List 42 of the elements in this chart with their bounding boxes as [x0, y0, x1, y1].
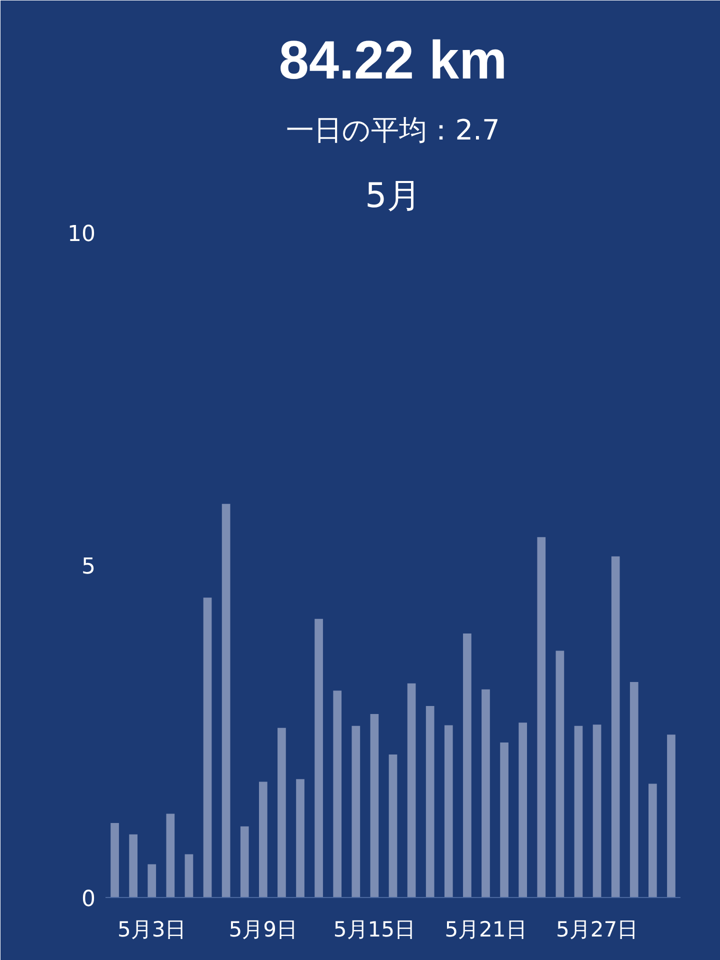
bar	[537, 537, 546, 898]
bar	[630, 682, 638, 898]
chart-subtitle: 一日の平均：2.7	[286, 114, 500, 146]
bar	[166, 814, 175, 898]
bar	[407, 683, 416, 898]
y-tick-label: 5	[82, 554, 96, 580]
bar	[258, 782, 268, 898]
bar	[240, 826, 249, 898]
bar	[482, 689, 490, 898]
bar	[184, 854, 194, 898]
bar	[110, 823, 119, 898]
bar	[352, 726, 360, 898]
bar	[463, 633, 472, 898]
bar	[148, 864, 156, 898]
bar	[500, 742, 508, 898]
bar	[203, 598, 212, 898]
bar	[333, 690, 342, 898]
bar	[222, 504, 230, 898]
y-tick-label: 10	[68, 222, 96, 247]
bar	[648, 784, 657, 898]
bar	[296, 779, 304, 898]
x-tick-label: 5月15日	[333, 918, 416, 942]
chart-title: 84.22 km	[278, 30, 508, 90]
bar	[592, 724, 602, 898]
text: 5月	[365, 176, 421, 216]
bar	[129, 834, 138, 898]
bar	[388, 754, 398, 898]
bar	[611, 556, 620, 898]
x-tick-label: 5月21日	[444, 918, 527, 942]
bar	[574, 726, 583, 898]
bar	[444, 725, 453, 898]
y-tick-label: 0	[82, 887, 96, 912]
bar	[314, 618, 323, 898]
x-tick-label: 5月3日	[118, 918, 186, 942]
bar	[278, 728, 286, 898]
bar	[426, 706, 434, 898]
bar	[518, 722, 528, 898]
bar	[370, 714, 379, 898]
x-tick-label: 5月27日	[556, 918, 638, 942]
x-tick-label: 5月9日	[228, 918, 298, 942]
bar	[667, 734, 676, 898]
bar	[556, 650, 564, 898]
